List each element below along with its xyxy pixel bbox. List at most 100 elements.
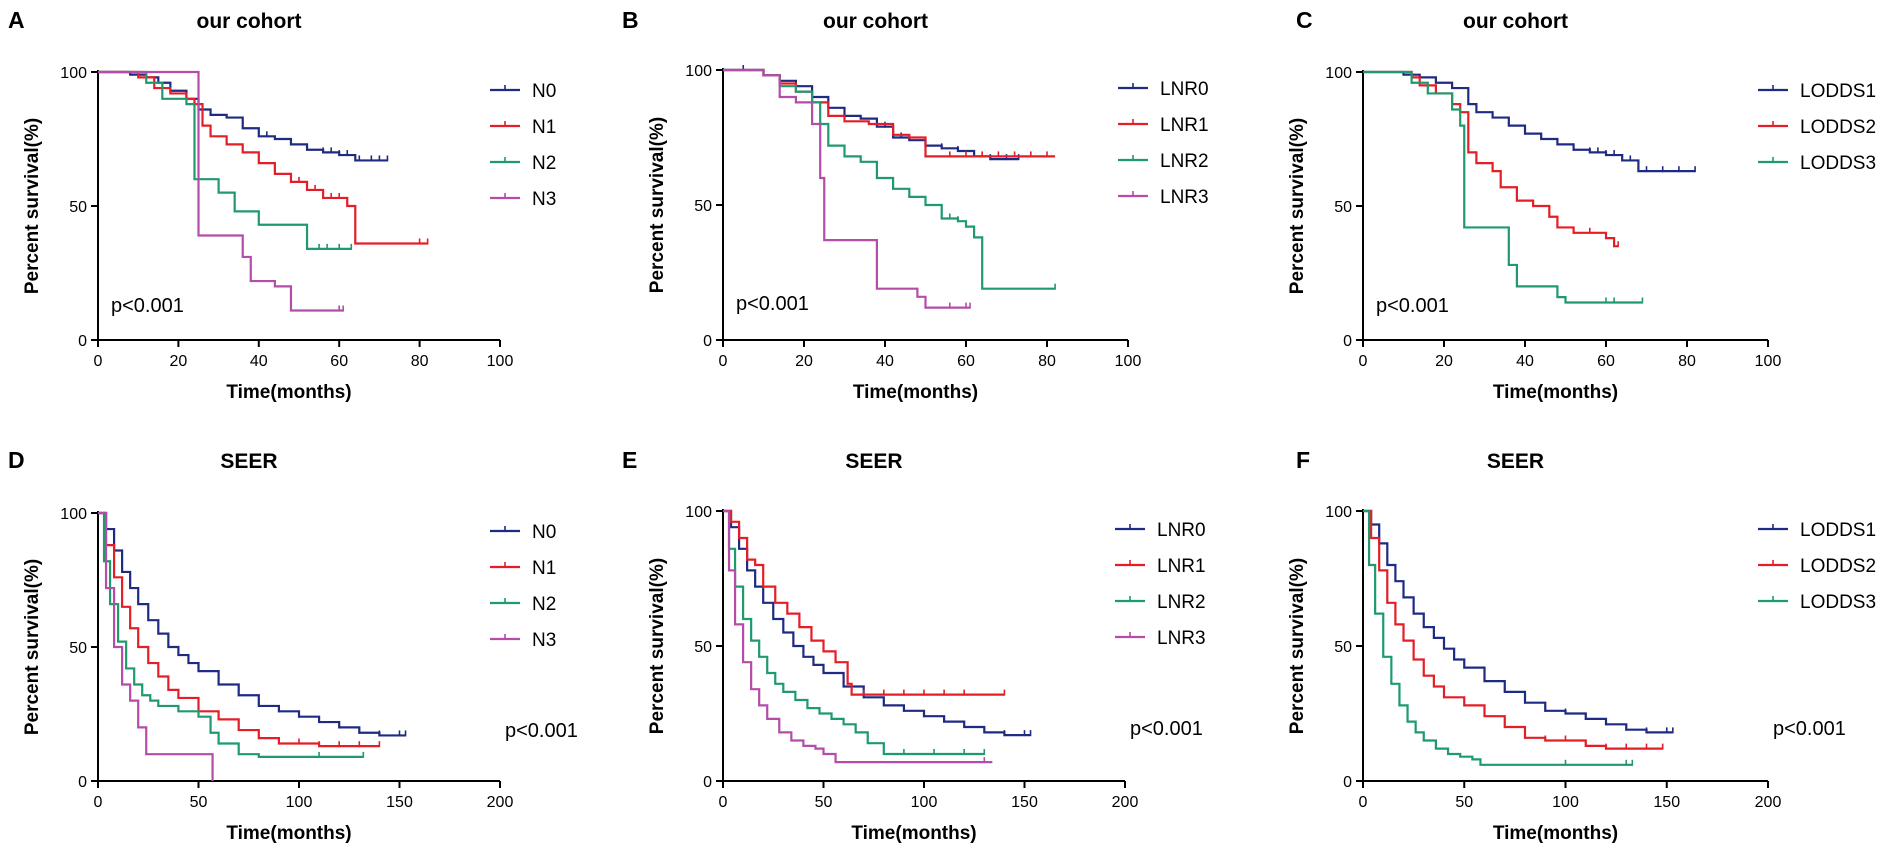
y-axis-label: Percent survival(%)	[647, 117, 668, 293]
survival-curve-lodds3	[1363, 70, 1643, 304]
legend-label: N2	[532, 594, 556, 615]
legend-label: LNR2	[1160, 151, 1209, 172]
x-axis-label: Time(months)	[226, 823, 351, 844]
y-tick-label: 50	[69, 640, 87, 657]
p-value: p<0.001	[111, 295, 184, 317]
x-axis-label: Time(months)	[226, 382, 351, 403]
x-axis-label: Time(months)	[1493, 382, 1618, 403]
legend-label: LNR3	[1160, 187, 1209, 208]
legend-label: LNR0	[1160, 79, 1209, 100]
legend-label: N2	[532, 153, 556, 174]
p-value: p<0.001	[736, 293, 809, 315]
y-axis-label: Percent survival(%)	[22, 118, 43, 294]
legend-label: LNR0	[1157, 520, 1206, 541]
x-tick-label: 150	[386, 794, 413, 811]
survival-curve-lodds3	[1363, 509, 1633, 766]
x-tick-label: 0	[719, 353, 728, 370]
x-tick-label: 0	[719, 794, 728, 811]
legend-label: LODDS2	[1800, 117, 1876, 138]
panel-title: our cohort	[1463, 10, 1568, 33]
panel-title: SEER	[845, 450, 902, 473]
survival-curve-n2	[98, 511, 364, 758]
legend-label: LODDS2	[1800, 556, 1876, 577]
legend-label: LODDS3	[1800, 153, 1876, 174]
legend-label: LNR2	[1157, 592, 1206, 613]
legend-label: N1	[532, 558, 556, 579]
p-value: p<0.001	[1130, 718, 1203, 740]
x-tick-label: 60	[1597, 353, 1615, 370]
y-tick-label: 100	[60, 506, 87, 523]
survival-curve-lnr0	[723, 509, 1031, 737]
legend-label: N1	[532, 117, 556, 138]
y-axis-label: Percent survival(%)	[647, 558, 668, 734]
y-axis-label: Percent survival(%)	[1287, 558, 1308, 734]
x-tick-label: 150	[1011, 794, 1038, 811]
p-value: p<0.001	[1376, 295, 1449, 317]
legend-label: LNR1	[1157, 556, 1206, 577]
panel-title: SEER	[220, 450, 277, 473]
survival-curve-n1	[98, 511, 380, 748]
panel-letter: A	[8, 7, 25, 33]
survival-curve-lnr3	[723, 509, 993, 764]
y-tick-label: 0	[1343, 774, 1352, 791]
y-tick-label: 100	[685, 504, 712, 521]
x-tick-label: 100	[286, 794, 313, 811]
x-axis-label: Time(months)	[851, 823, 976, 844]
p-value: p<0.001	[1773, 718, 1846, 740]
x-tick-label: 50	[190, 794, 208, 811]
survival-curve-n2	[98, 70, 352, 250]
survival-curve-n0	[98, 70, 388, 162]
legend-label: N3	[532, 189, 556, 210]
survival-curve-n3	[98, 511, 214, 781]
y-tick-label: 100	[1325, 65, 1352, 82]
y-tick-label: 50	[694, 198, 712, 215]
x-tick-label: 20	[1435, 353, 1453, 370]
survival-curve-lodds1	[1363, 509, 1673, 734]
survival-curve-n3	[98, 70, 344, 312]
x-tick-label: 80	[411, 353, 429, 370]
x-tick-label: 40	[876, 353, 894, 370]
x-tick-label: 20	[795, 353, 813, 370]
survival-curve-lodds1	[1363, 70, 1696, 173]
panel-letter: F	[1296, 447, 1310, 473]
panel-title: our cohort	[197, 10, 302, 33]
legend-label: N0	[532, 522, 556, 543]
x-tick-label: 40	[1516, 353, 1534, 370]
x-tick-label: 200	[1112, 794, 1139, 811]
x-tick-label: 100	[1755, 353, 1782, 370]
x-tick-label: 60	[330, 353, 348, 370]
survival-curve-lnr2	[723, 68, 1056, 290]
p-value: p<0.001	[505, 720, 578, 742]
x-tick-label: 40	[250, 353, 268, 370]
x-tick-label: 80	[1678, 353, 1696, 370]
x-tick-label: 100	[911, 794, 938, 811]
survival-curve-lnr1	[723, 68, 1056, 158]
x-tick-label: 100	[487, 353, 514, 370]
legend-label: LODDS1	[1800, 81, 1876, 102]
x-tick-label: 0	[94, 794, 103, 811]
legend-label: N3	[532, 630, 556, 651]
panel-title: our cohort	[823, 10, 928, 33]
y-tick-label: 100	[1325, 504, 1352, 521]
x-axis-label: Time(months)	[853, 382, 978, 403]
y-axis-label: Percent survival(%)	[22, 559, 43, 735]
survival-curve-lnr0	[723, 68, 1019, 161]
x-tick-label: 60	[957, 353, 975, 370]
legend-label: LODDS3	[1800, 592, 1876, 613]
survival-curve-lnr3	[723, 68, 971, 309]
panel-letter: D	[8, 447, 25, 473]
x-tick-label: 0	[94, 353, 103, 370]
panel-e: E SEER 0 50 100 0 50 100 150 200 Time(months) Perce…	[622, 447, 1206, 844]
x-tick-label: 100	[1552, 794, 1579, 811]
survival-curve-n0	[98, 511, 406, 737]
y-tick-label: 100	[60, 65, 87, 82]
y-tick-label: 0	[78, 333, 87, 350]
y-tick-label: 0	[78, 774, 87, 791]
x-tick-label: 50	[1455, 794, 1473, 811]
survival-curve-n1	[98, 70, 428, 245]
survival-curve-lodds2	[1363, 509, 1663, 750]
x-tick-label: 80	[1038, 353, 1056, 370]
y-tick-label: 0	[1343, 333, 1352, 350]
